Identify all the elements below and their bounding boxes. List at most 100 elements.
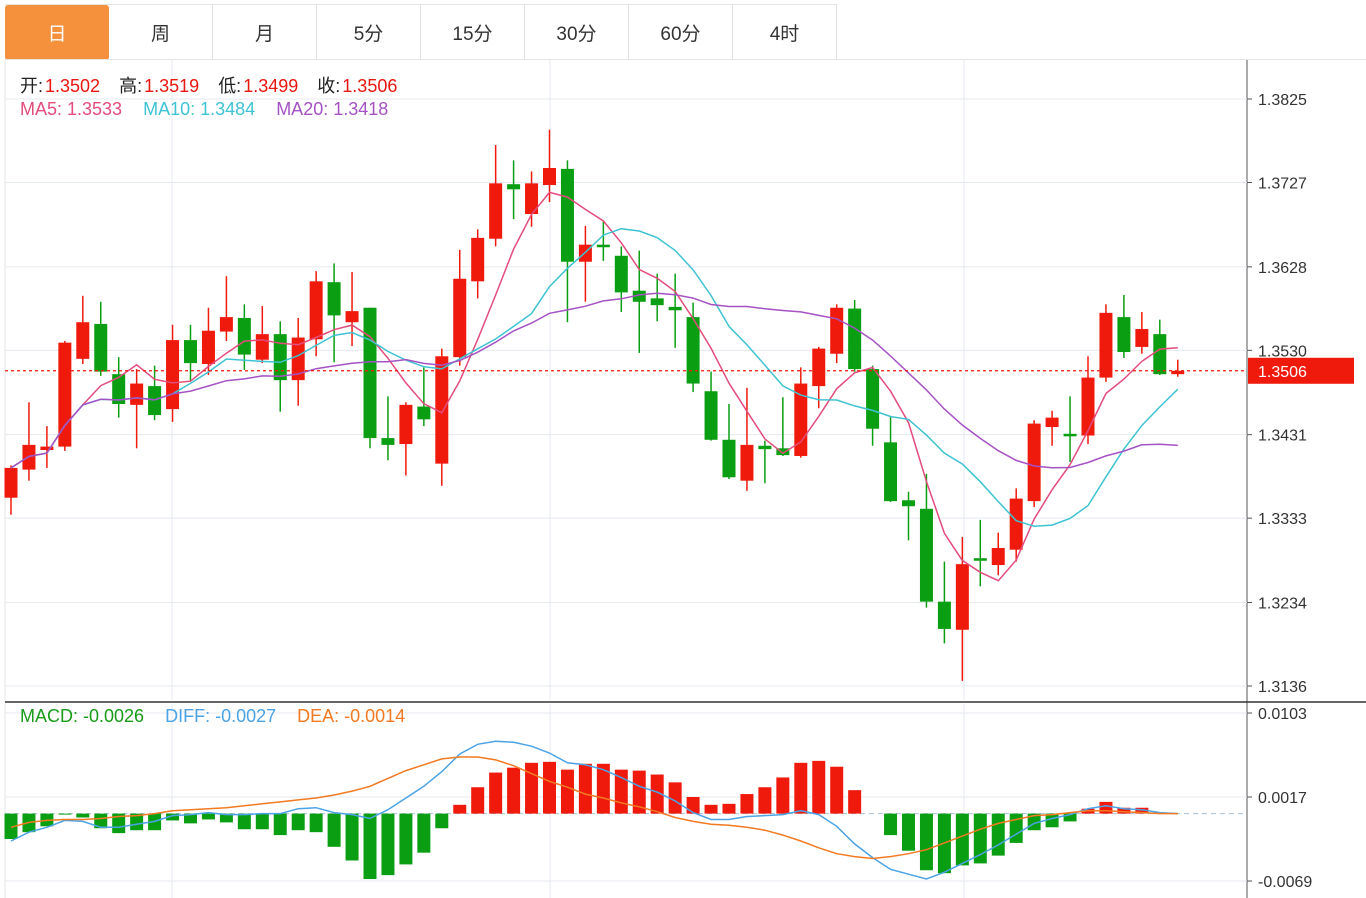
candle-body (291, 337, 305, 381)
tab-4hour[interactable]: 4时 (733, 5, 837, 60)
low-value: 1.3499 (243, 76, 299, 96)
macd-bar (507, 767, 521, 814)
macd-bar (399, 813, 413, 865)
macd-bar (417, 813, 431, 853)
candle-down (902, 491, 915, 541)
y-tick-label: 1.3136 (1258, 679, 1307, 696)
candle-body (507, 184, 521, 190)
macd-bar (632, 770, 646, 814)
candle-down (327, 263, 341, 363)
candle-down (668, 273, 682, 348)
candle-down (1153, 319, 1167, 376)
candle-body (219, 317, 233, 332)
macd-bar (112, 813, 126, 834)
candle-up (740, 387, 754, 491)
candle-up (4, 465, 18, 515)
candle-up (345, 271, 359, 347)
macd-bar (345, 813, 359, 861)
ma10-line (10, 227, 1179, 527)
macd-bar (812, 760, 826, 814)
ma10-label: MA10: 1.3484 (143, 99, 256, 119)
candle-body (58, 342, 72, 447)
tab-day[interactable]: 日 (5, 5, 109, 60)
candle-down (614, 246, 628, 312)
candle-body (1153, 334, 1167, 375)
candle-body (919, 508, 933, 602)
candle-down (973, 519, 987, 587)
y-tick-label: 1.3530 (1258, 343, 1307, 360)
candle-up (201, 307, 215, 376)
macd-bar (902, 813, 915, 851)
candle-body (1027, 423, 1041, 502)
tab-5min[interactable]: 5分 (317, 5, 421, 60)
candle-body (632, 290, 646, 302)
tab-30min[interactable]: 30分 (525, 5, 629, 60)
candle-body (1099, 312, 1113, 378)
candle-body (40, 446, 54, 451)
y-tick-label: 1.3333 (1258, 511, 1307, 528)
macd-bar (758, 787, 772, 814)
candle-up (543, 129, 556, 203)
ma20-label: MA20: 1.3418 (276, 99, 389, 119)
macd-bar (309, 813, 323, 833)
candle-body (1009, 498, 1023, 550)
candle-body (740, 444, 754, 481)
candle-body (453, 278, 467, 358)
candle-up (22, 402, 36, 481)
ma20-line (10, 292, 1178, 469)
candle-down (919, 473, 933, 608)
candle-body (884, 442, 898, 502)
candle-body (471, 237, 485, 282)
candle-body (902, 500, 915, 507)
tab-15min[interactable]: 15分 (421, 5, 525, 60)
candle-body (991, 547, 1005, 566)
macd-bar (4, 813, 18, 839)
macd-bar (327, 813, 341, 847)
y-tick-label: 1.3628 (1258, 260, 1307, 277)
open-value: 1.3502 (45, 76, 101, 96)
candle-body (255, 334, 269, 360)
candle-body (4, 467, 18, 498)
candle-body (94, 323, 108, 372)
candle-down (363, 307, 377, 449)
candle-body (273, 334, 287, 381)
candle-body (130, 383, 144, 405)
macd-bar (884, 813, 898, 836)
macd-bar (453, 804, 467, 814)
candle-down (381, 396, 395, 461)
candle-body (417, 406, 431, 420)
tab-month[interactable]: 月 (213, 5, 317, 60)
candle-body (148, 386, 162, 416)
candle-up (166, 324, 180, 422)
tab-week[interactable]: 周 (109, 5, 213, 60)
candle-up (471, 229, 485, 299)
last-price-tag (1248, 357, 1354, 384)
macd-tick-label: 0.0017 (1258, 790, 1307, 807)
candle-down (417, 367, 431, 427)
candle-body (309, 281, 323, 340)
macd-bar (704, 804, 718, 814)
candle-up (219, 276, 233, 341)
candle-body (1045, 417, 1059, 428)
macd-bar (471, 787, 485, 814)
tab-60min[interactable]: 60分 (629, 5, 733, 60)
candle-down (94, 301, 108, 376)
macd-bar (166, 813, 180, 821)
macd-bar (1135, 807, 1149, 814)
candle-down (632, 250, 646, 353)
candle-body (201, 330, 215, 364)
open-label: 开: (20, 76, 44, 96)
candle-body (543, 168, 556, 186)
candle-up (812, 346, 826, 409)
high-label: 高: (119, 76, 143, 96)
candle-down (884, 415, 898, 502)
candle-body (237, 317, 251, 355)
candle-up (1027, 420, 1041, 508)
close-value: 1.3506 (342, 76, 398, 96)
macd-bar (76, 813, 90, 818)
macd-bar (794, 762, 808, 814)
macd-bar (722, 803, 736, 814)
macd-bar (94, 813, 108, 829)
candle-body (112, 374, 126, 405)
